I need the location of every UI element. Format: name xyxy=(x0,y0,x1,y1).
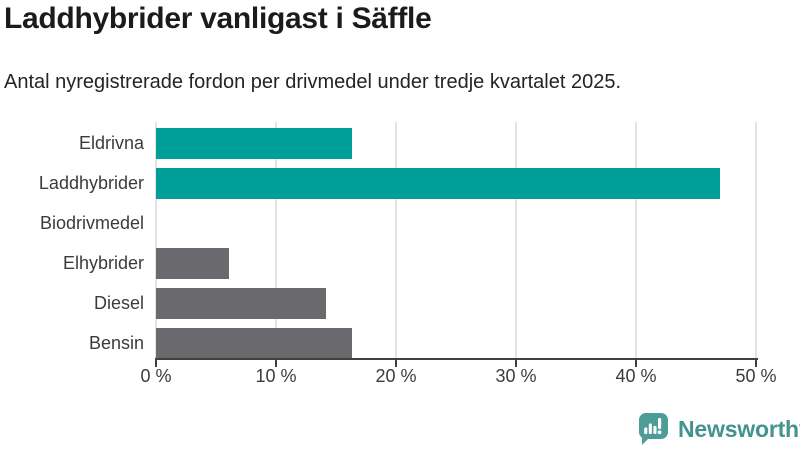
newsworthy-logo: Newsworthy xyxy=(637,412,800,446)
newsworthy-logo-icon xyxy=(639,413,668,445)
x-axis-tick xyxy=(515,358,517,367)
category-label: Eldrivna xyxy=(78,133,144,153)
category-label: Diesel xyxy=(93,293,144,313)
x-axis-tick xyxy=(155,358,157,367)
bar-diesel xyxy=(156,288,327,319)
x-axis-line xyxy=(155,358,758,360)
x-axis-tick xyxy=(275,358,277,367)
x-axis-tick-label: 0 % xyxy=(140,366,172,386)
gridline xyxy=(635,122,637,360)
x-axis-tick-label: 30 % xyxy=(495,366,537,386)
gridline xyxy=(275,122,277,360)
x-axis-tick-label: 50 % xyxy=(735,366,777,386)
x-axis-tick xyxy=(755,358,757,367)
x-axis-tick-label: 40 % xyxy=(615,366,657,386)
bar-bensin xyxy=(156,328,352,359)
category-label: Biodrivmedel xyxy=(39,213,144,233)
category-label: Elhybrider xyxy=(62,253,144,273)
gridline xyxy=(755,122,757,360)
bar-laddhybrider xyxy=(156,168,720,199)
x-axis-tick-label: 20 % xyxy=(375,366,417,386)
x-axis-tick xyxy=(635,358,637,367)
chart-subtitle: Antal nyregistrerade fordon per drivmede… xyxy=(4,71,622,93)
newsworthy-wordmark: Newsworthy xyxy=(678,415,800,442)
chart-title: Laddhybrider vanligast i Säffle xyxy=(4,2,432,35)
x-axis-tick xyxy=(395,358,397,367)
gridline xyxy=(395,122,397,360)
bar-chart xyxy=(155,122,770,360)
category-label: Laddhybrider xyxy=(38,173,144,193)
gridline xyxy=(515,122,517,360)
gridline xyxy=(155,122,157,360)
category-label: Bensin xyxy=(88,333,144,353)
bar-elhybrider xyxy=(156,248,230,279)
bar-eldrivna xyxy=(156,128,352,159)
x-axis-tick-label: 10 % xyxy=(255,366,297,386)
